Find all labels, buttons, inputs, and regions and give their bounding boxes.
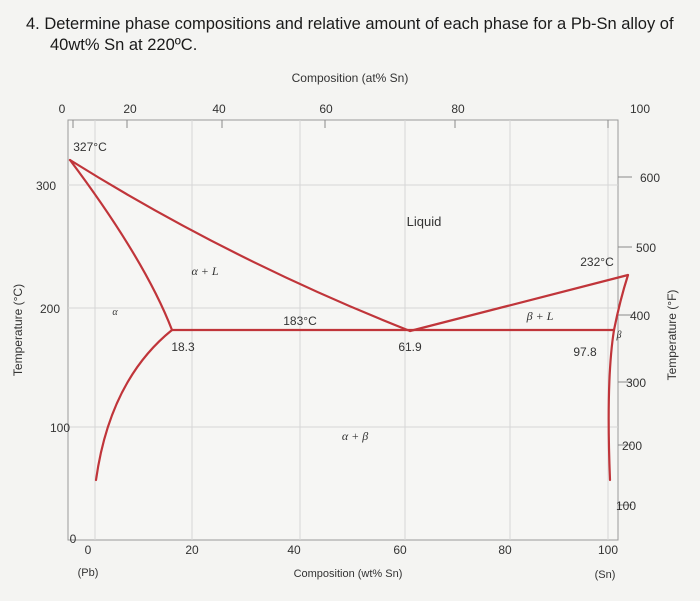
pb-melting-point-label: 327°C	[73, 140, 107, 154]
phase-boundaries	[68, 158, 630, 482]
right-tick-marks	[618, 176, 632, 506]
top-tick-marks	[72, 120, 609, 128]
pb-label: (Pb)	[78, 567, 99, 579]
left-tick-200: 200	[40, 302, 60, 316]
left-axis-title: Temperature (°C)	[11, 284, 25, 376]
top-tick-20: 20	[123, 102, 137, 116]
eutectic-composition-label: 61.9	[398, 340, 422, 354]
horizontal-grid	[68, 184, 618, 428]
alpha-max-solubility-label: 18.3	[171, 340, 195, 354]
bottom-tick-100: 100	[598, 543, 618, 557]
beta-max-solubility-label: 97.8	[573, 345, 597, 359]
left-tick-100: 100	[50, 421, 70, 435]
question-text: 4. Determine phase compositions and rela…	[26, 14, 676, 56]
beta-region-label: β	[616, 330, 622, 341]
top-tick-0: 0	[59, 102, 66, 116]
question-line-1: 4. Determine phase compositions and rela…	[26, 15, 674, 33]
right-tick-400: 400	[630, 309, 650, 323]
beta-liquid-region-label: β + L	[526, 309, 554, 323]
alpha-liquid-region-label: α + L	[191, 264, 218, 278]
top-tick-80: 80	[451, 102, 465, 116]
liquid-region-label: Liquid	[407, 214, 442, 229]
liquidus-right-line	[408, 273, 630, 333]
right-tick-100: 100	[616, 499, 636, 513]
bottom-tick-60: 60	[393, 543, 407, 557]
bottom-tick-20: 20	[185, 543, 199, 557]
alpha-solvus-line	[94, 328, 174, 482]
right-tick-500: 500	[636, 241, 656, 255]
beta-solidus-line	[612, 273, 630, 332]
top-tick-40: 40	[212, 102, 226, 116]
bottom-axis-title: Composition (wt% Sn)	[294, 568, 403, 580]
top-tick-100: 100	[630, 102, 650, 116]
right-axis-title: Temperature (°F)	[665, 290, 679, 381]
bottom-tick-0: 0	[85, 543, 92, 557]
bottom-tick-80: 80	[498, 543, 512, 557]
alpha-solidus-line	[68, 158, 174, 332]
eutectic-temp-label: 183°C	[283, 314, 317, 328]
question-line-2: 40wt% Sn at 220ºC.	[50, 36, 198, 54]
alpha-region-label: α	[112, 307, 118, 318]
top-axis-title: Composition (at% Sn)	[292, 71, 409, 85]
right-tick-200: 200	[622, 439, 642, 453]
beta-solvus-line	[607, 328, 616, 482]
sn-melting-point-label: 232°C	[580, 255, 614, 269]
right-tick-600: 600	[640, 171, 660, 185]
sn-label: (Sn)	[595, 569, 616, 581]
left-tick-300: 300	[36, 179, 56, 193]
bottom-tick-40: 40	[287, 543, 301, 557]
alpha-beta-region-label: α + β	[342, 429, 368, 443]
liquidus-left-line	[68, 158, 412, 333]
left-tick-0: 0	[70, 532, 77, 546]
top-tick-60: 60	[319, 102, 333, 116]
right-tick-300: 300	[626, 376, 646, 390]
